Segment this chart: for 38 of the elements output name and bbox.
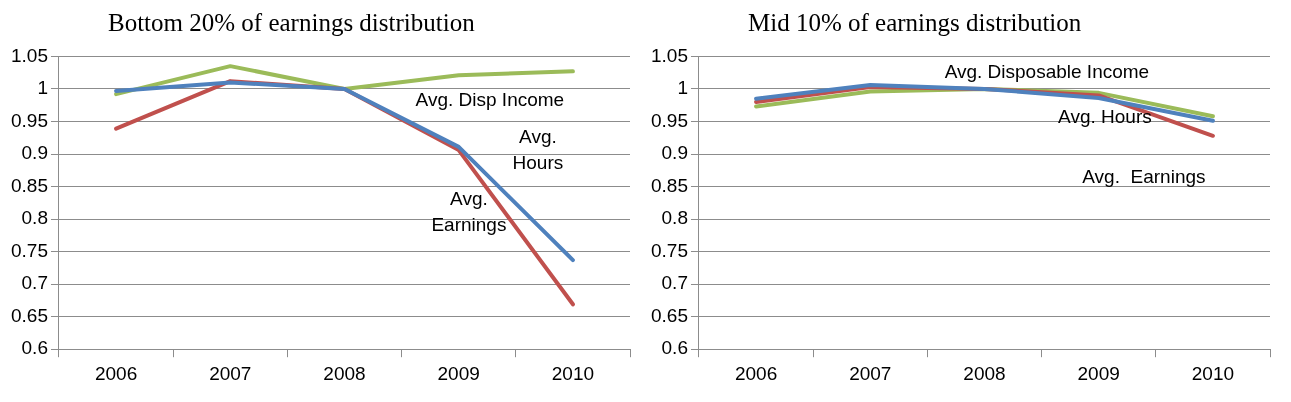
- y-tick-label: 1.05: [11, 44, 48, 66]
- y-tick-label: 1: [677, 77, 688, 99]
- y-tick-label: 0.6: [21, 337, 48, 359]
- x-tick-label: 2006: [94, 362, 138, 384]
- x-tick-label: 2007: [849, 362, 892, 384]
- x-tick-label: 2010: [551, 362, 595, 384]
- y-tick-label: 1.05: [651, 44, 688, 66]
- y-tick-label: 0.95: [651, 109, 688, 131]
- x-tick-label: 2010: [1191, 362, 1235, 384]
- y-tick-label: 0.85: [11, 174, 48, 196]
- y-tick-label: 0.75: [11, 239, 48, 261]
- chart-title: Bottom 20% of earnings distribution: [107, 8, 476, 38]
- x-tick-label: 2008: [963, 362, 1006, 384]
- y-tick-label: 0.7: [21, 272, 48, 294]
- y-tick-label: 1: [37, 77, 48, 99]
- series-label: Avg. Hours: [512, 126, 564, 174]
- y-tick-label: 0.65: [11, 304, 48, 326]
- y-tick-label: 0.9: [661, 142, 688, 164]
- x-tick-label: 2006: [734, 362, 778, 384]
- x-tick-label: 2008: [323, 362, 366, 384]
- y-tick-label: 0.65: [651, 304, 688, 326]
- y-tick-label: 0.95: [11, 109, 48, 131]
- x-tick-label: 2009: [1077, 362, 1120, 384]
- series-label: Avg. Disposable Income: [944, 61, 1150, 83]
- y-tick-label: 0.6: [661, 337, 688, 359]
- x-tick-label: 2007: [209, 362, 252, 384]
- chart-title: Mid 10% of earnings distribution: [747, 8, 1083, 38]
- y-tick-label: 0.8: [661, 207, 688, 229]
- y-tick-label: 0.9: [21, 142, 48, 164]
- series-label: Avg. Disp Income: [415, 88, 565, 110]
- y-tick-label: 0.85: [651, 174, 688, 196]
- series-label: Avg. Earnings: [1082, 166, 1206, 188]
- y-tick-label: 0.75: [651, 239, 688, 261]
- x-tick-label: 2009: [437, 362, 480, 384]
- y-tick-label: 0.8: [21, 207, 48, 229]
- series-label: Avg. Earnings: [431, 187, 507, 235]
- y-tick-label: 0.7: [661, 272, 688, 294]
- series-label: Avg. Hours: [1058, 106, 1152, 128]
